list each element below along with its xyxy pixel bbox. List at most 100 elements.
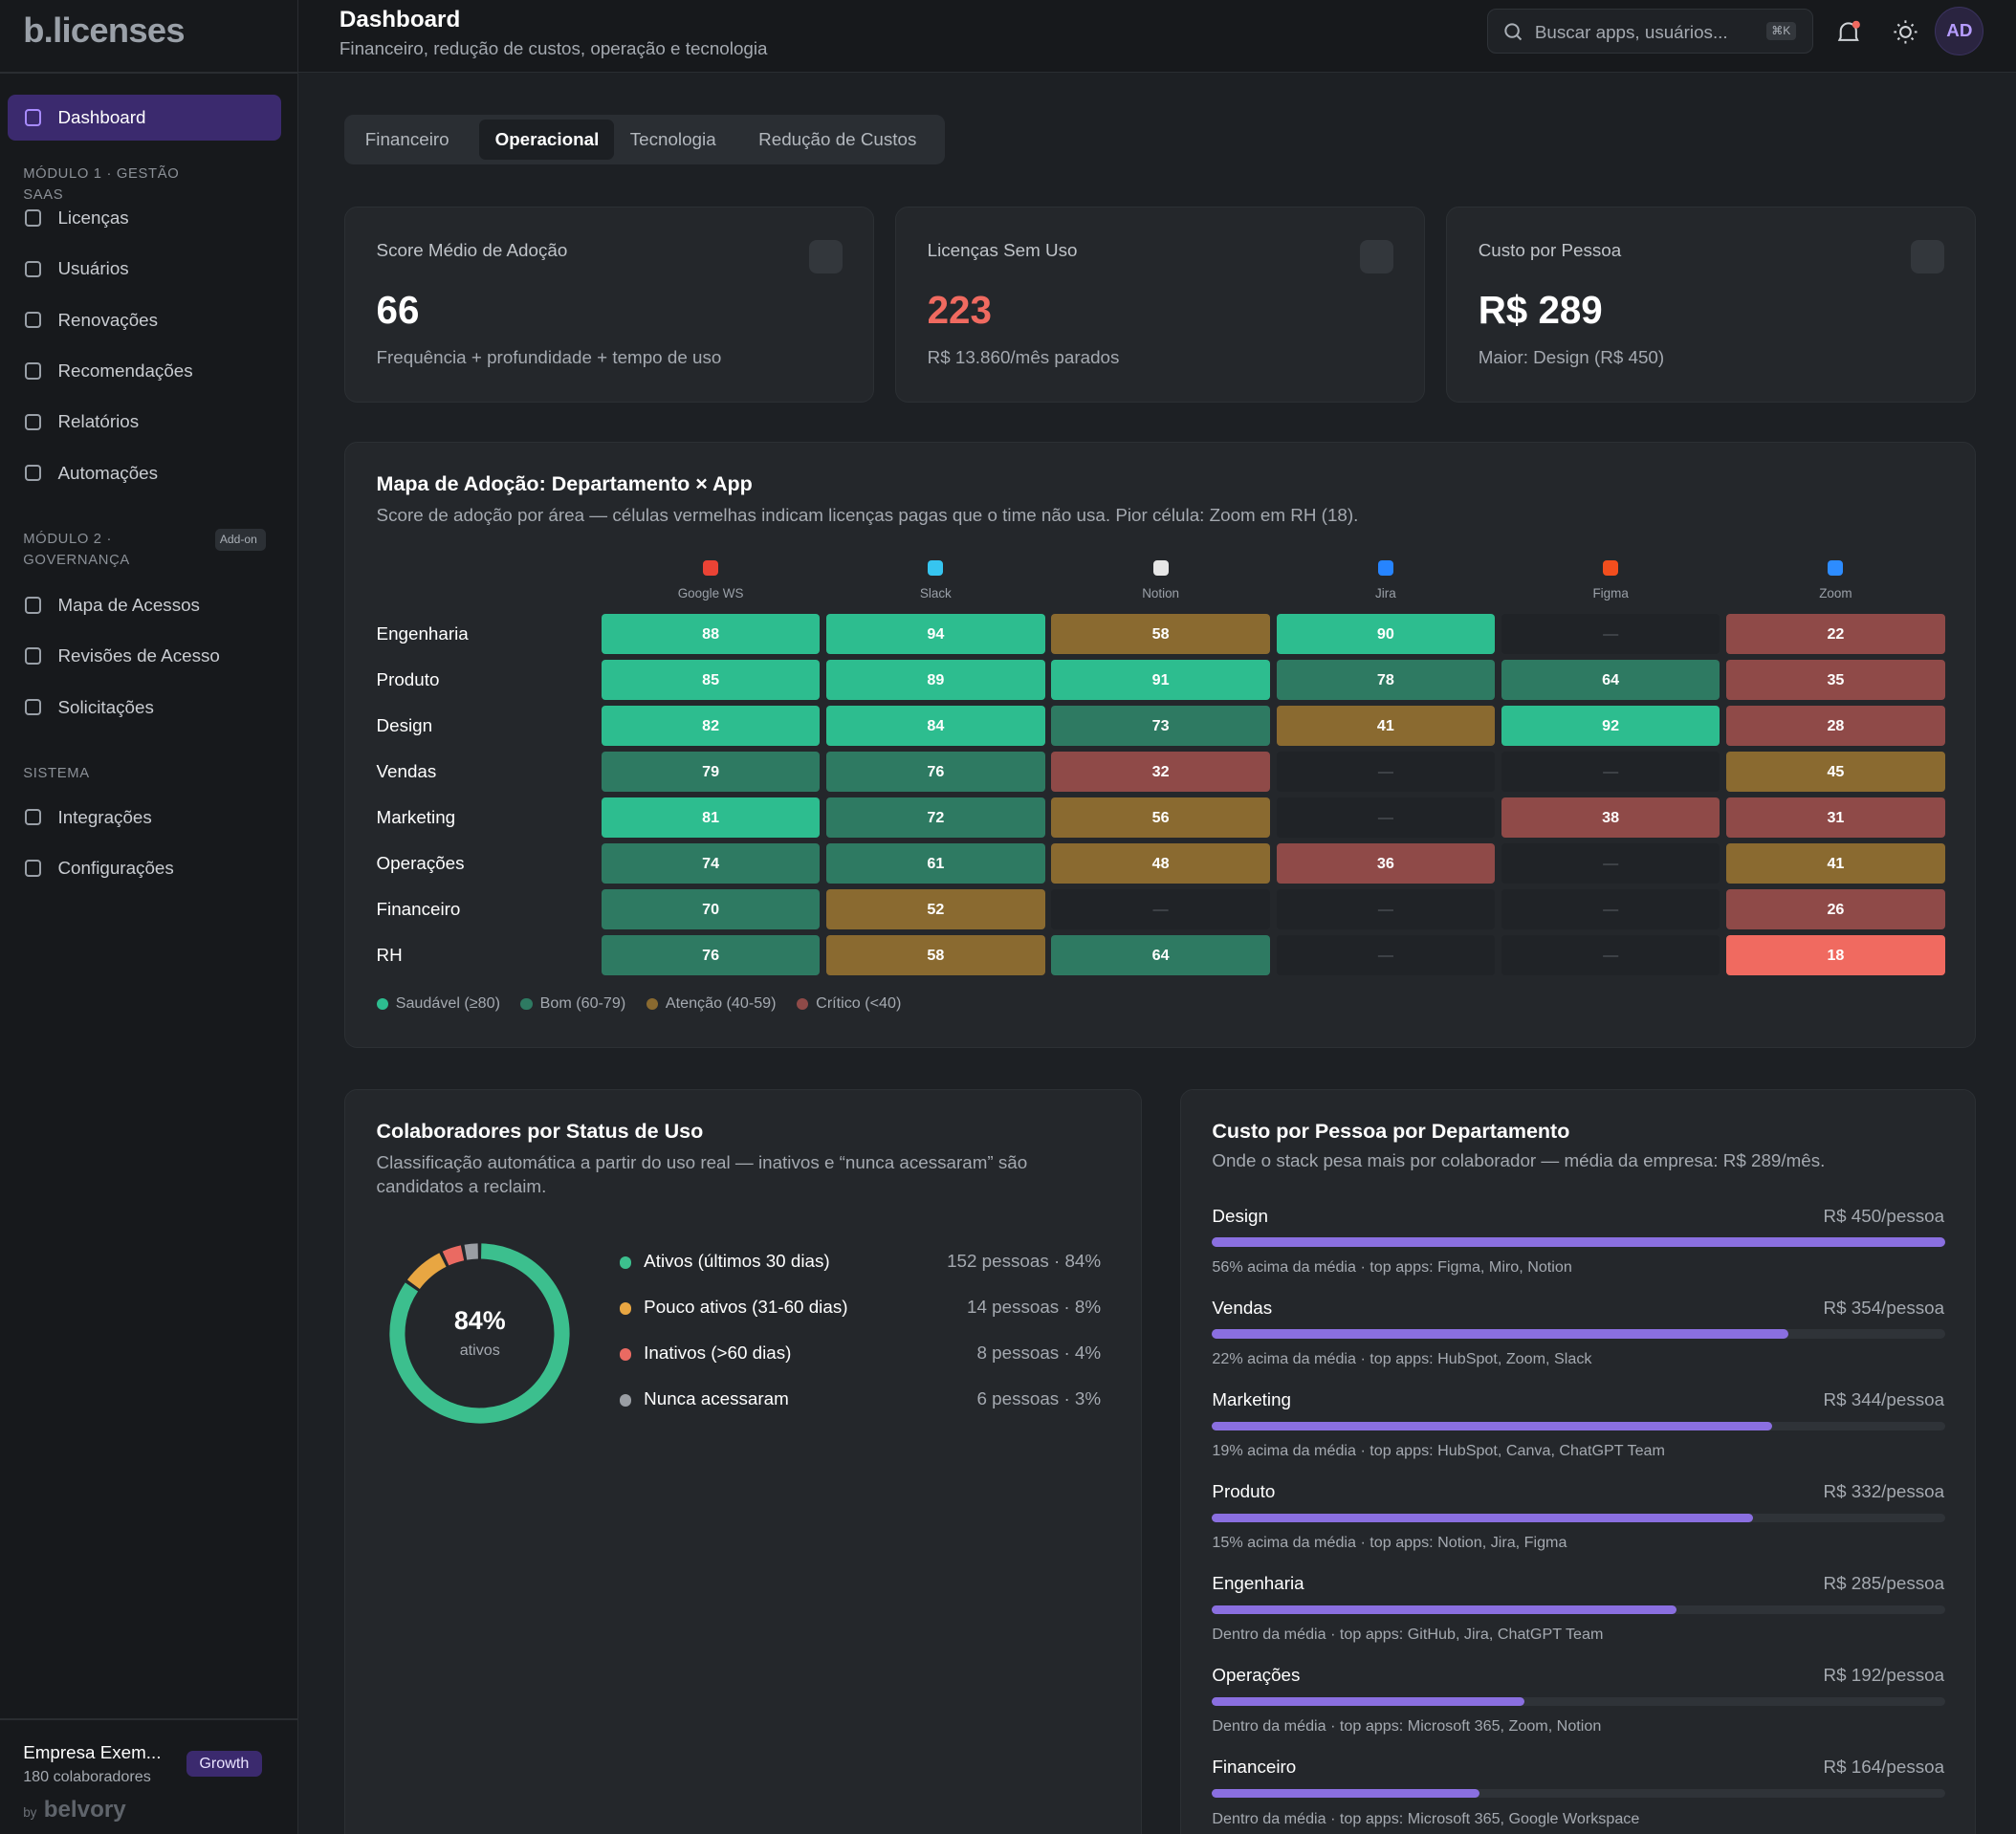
nav-item[interactable]: Revisões de Acesso: [8, 634, 281, 679]
legend-item: Crítico (<40): [797, 994, 901, 1013]
nav-item[interactable]: Solicitações: [8, 685, 281, 730]
header: Dashboard Financeiro, redução de custos,…: [297, 0, 2016, 74]
heatmap-cell[interactable]: 28: [1726, 706, 1945, 746]
kpi-title: Score Médio de Adoção: [376, 240, 568, 261]
tab[interactable]: Operacional: [479, 120, 615, 160]
heatmap-cell[interactable]: —: [1501, 935, 1720, 975]
legend-swatch: [619, 1348, 631, 1361]
heatmap-cell[interactable]: 90: [1276, 614, 1496, 654]
heatmap-cell[interactable]: 79: [601, 752, 821, 792]
search-box[interactable]: Buscar apps, usuários... ⌘K: [1487, 9, 1813, 55]
heatmap-cell[interactable]: —: [1276, 889, 1496, 929]
heatmap-cell[interactable]: 58: [1051, 614, 1270, 654]
nav-icon: [24, 809, 41, 826]
dept-note: 56% acima da média · top apps: Figma, Mi…: [1212, 1257, 1572, 1276]
bar: [1212, 1237, 1945, 1247]
nav-item[interactable]: Configurações: [8, 846, 281, 891]
page-title: Dashboard: [339, 6, 461, 33]
nav-item[interactable]: Renovações: [8, 297, 281, 342]
theme-toggle[interactable]: [1893, 19, 1918, 45]
donut-segment: [407, 1253, 448, 1290]
heatmap-cell[interactable]: 91: [1051, 660, 1270, 700]
heatmap-cell[interactable]: 76: [601, 935, 821, 975]
tab[interactable]: Redução de Custos: [758, 128, 917, 149]
heatmap-cell[interactable]: 41: [1276, 706, 1496, 746]
heatmap-cell[interactable]: 32: [1051, 752, 1270, 792]
nav-item[interactable]: Dashboard: [8, 95, 282, 141]
app-icon: [1377, 559, 1393, 576]
heatmap-cell[interactable]: 81: [601, 797, 821, 838]
heatmap-cell[interactable]: —: [1051, 889, 1270, 929]
section-title: MÓDULO 1 · GESTÃO SAAS: [23, 166, 180, 203]
card-title: Mapa de Adoção: Departamento × App: [376, 472, 753, 496]
heatmap-cell[interactable]: 76: [826, 752, 1045, 792]
nav-item[interactable]: Mapa de Acessos: [8, 582, 281, 627]
section-badge: Add-on: [214, 528, 267, 551]
nav-icon: [24, 311, 41, 329]
heatmap-cell[interactable]: —: [1276, 935, 1496, 975]
heatmap-cell[interactable]: —: [1276, 797, 1496, 838]
heatmap-cell[interactable]: 18: [1726, 935, 1945, 975]
heatmap-cell[interactable]: 26: [1726, 889, 1945, 929]
nav-item[interactable]: Integrações: [8, 795, 281, 840]
heatmap-cell[interactable]: 70: [601, 889, 821, 929]
nav-item[interactable]: Usuários: [8, 247, 281, 292]
heatmap-cell[interactable]: 48: [1051, 843, 1270, 884]
plan-badge[interactable]: Growth: [186, 1751, 262, 1778]
nav-item[interactable]: Relatórios: [8, 400, 281, 445]
card-subtitle: Onde o stack pesa mais por colaborador —…: [1212, 1149, 1826, 1170]
tab[interactable]: Financeiro: [364, 128, 449, 149]
heatmap-cell[interactable]: 92: [1501, 706, 1720, 746]
nav-label: Dashboard: [57, 107, 146, 127]
heatmap-cell[interactable]: 36: [1276, 843, 1496, 884]
heatmap-cell[interactable]: 72: [826, 797, 1045, 838]
heatmap-cell[interactable]: 89: [826, 660, 1045, 700]
heatmap-cell[interactable]: —: [1501, 843, 1720, 884]
heatmap-cell[interactable]: 61: [826, 843, 1045, 884]
bar: [1212, 1421, 1773, 1430]
heatmap-cell[interactable]: 52: [826, 889, 1045, 929]
nav-item[interactable]: Recomendações: [8, 348, 281, 393]
heatmap-cell[interactable]: —: [1501, 889, 1720, 929]
heatmap-cell[interactable]: 64: [1501, 660, 1720, 700]
heatmap-cell[interactable]: 58: [826, 935, 1045, 975]
app-name: Zoom: [1819, 585, 1852, 600]
heatmap-cell[interactable]: 73: [1051, 706, 1270, 746]
logo[interactable]: b.licenses: [23, 10, 185, 50]
heatmap-cell[interactable]: —: [1501, 752, 1720, 792]
nav-icon: [24, 597, 41, 614]
heatmap-cell[interactable]: 88: [601, 614, 821, 654]
heatmap-cell[interactable]: —: [1501, 614, 1720, 654]
tab[interactable]: Tecnologia: [629, 128, 716, 149]
legend-item: Saudável (≥80): [376, 994, 500, 1013]
heatmap-cell[interactable]: 22: [1726, 614, 1945, 654]
heatmap-cell[interactable]: 84: [826, 706, 1045, 746]
row-label: Operações: [376, 852, 465, 873]
nav-label: Automações: [57, 462, 159, 483]
heatmap-cell[interactable]: 38: [1501, 797, 1720, 838]
notifications[interactable]: [1834, 18, 1863, 47]
heatmap-cell[interactable]: —: [1276, 752, 1496, 792]
heatmap-cell[interactable]: 82: [601, 706, 821, 746]
heatmap-cell[interactable]: 85: [601, 660, 821, 700]
nav-item[interactable]: Automações: [8, 450, 281, 495]
nav-icon: [24, 260, 41, 277]
donut-center-value: 84%: [453, 1305, 506, 1335]
heatmap-cell[interactable]: 78: [1276, 660, 1496, 700]
avatar[interactable]: AD: [1935, 6, 1984, 55]
heatmap-cell[interactable]: 74: [601, 843, 821, 884]
bar: [1212, 1605, 1676, 1615]
nav-item[interactable]: Licenças: [8, 195, 281, 240]
card-title: Custo por Pessoa por Departamento: [1212, 1119, 1570, 1143]
app-name: Google WS: [677, 585, 744, 600]
heatmap-cell[interactable]: 64: [1051, 935, 1270, 975]
dept-cost: R$ 164/pessoa: [1823, 1757, 1945, 1778]
heatmap-cell[interactable]: 94: [826, 614, 1045, 654]
legend-swatch: [619, 1256, 631, 1269]
heatmap-cell[interactable]: 35: [1726, 660, 1945, 700]
heatmap-cell[interactable]: 31: [1726, 797, 1945, 838]
heatmap-cell[interactable]: 41: [1726, 843, 1945, 884]
heatmap-cell[interactable]: 56: [1051, 797, 1270, 838]
dept-cost: R$ 192/pessoa: [1823, 1665, 1945, 1686]
heatmap-cell[interactable]: 45: [1726, 752, 1945, 792]
